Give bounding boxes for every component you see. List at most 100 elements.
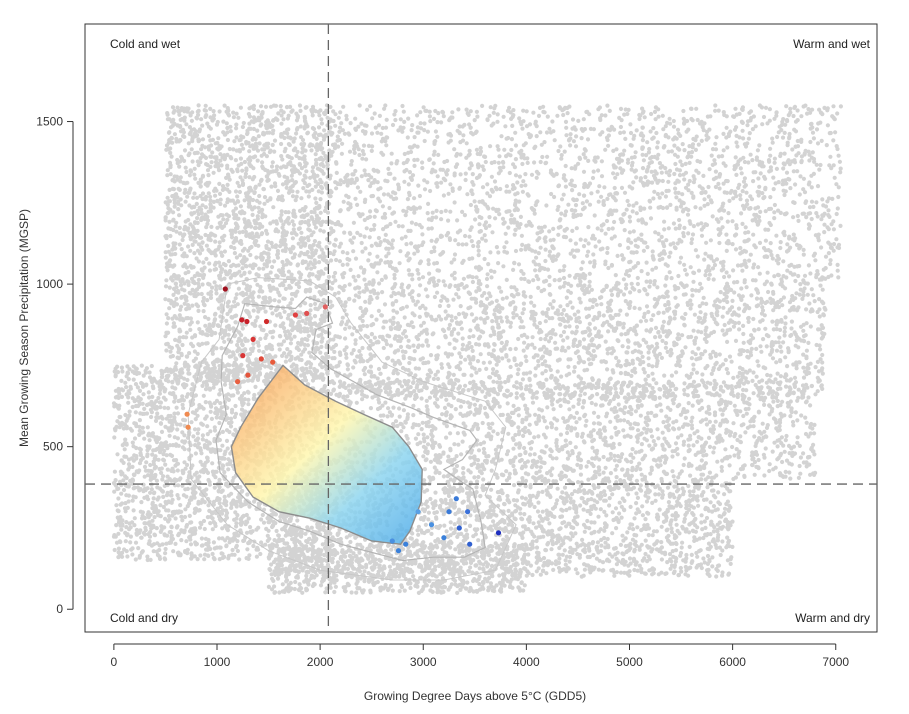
background-point xyxy=(415,113,420,118)
background-point xyxy=(646,411,651,416)
background-point xyxy=(485,284,490,289)
background-point xyxy=(694,106,699,111)
background-point xyxy=(586,241,591,246)
background-point xyxy=(341,104,346,109)
background-point xyxy=(564,133,569,138)
background-point xyxy=(691,194,696,199)
background-point xyxy=(469,373,474,378)
background-point xyxy=(599,334,604,339)
background-point xyxy=(457,124,462,129)
background-point xyxy=(650,180,655,185)
background-point xyxy=(637,116,642,122)
background-point xyxy=(380,136,386,141)
background-point xyxy=(581,193,587,198)
background-point xyxy=(749,333,754,338)
background-point xyxy=(465,344,470,349)
background-point xyxy=(424,313,429,318)
background-point xyxy=(427,280,432,285)
background-point xyxy=(645,271,650,276)
background-point xyxy=(818,347,823,352)
background-point xyxy=(744,198,750,203)
background-point xyxy=(544,130,550,135)
background-point xyxy=(576,401,581,406)
background-point xyxy=(346,131,351,136)
background-point xyxy=(434,208,439,213)
background-point xyxy=(449,318,454,323)
background-point xyxy=(768,153,773,158)
background-point xyxy=(783,355,788,360)
background-point xyxy=(455,218,460,223)
background-point xyxy=(685,393,690,398)
background-point xyxy=(614,156,620,161)
background-point xyxy=(763,366,768,371)
background-point xyxy=(724,232,729,237)
background-point xyxy=(480,103,485,108)
background-point xyxy=(411,413,416,418)
background-point xyxy=(633,341,638,346)
background-point xyxy=(776,273,781,278)
background-point xyxy=(370,144,375,149)
background-point xyxy=(373,382,378,387)
background-point xyxy=(712,303,717,308)
background-point xyxy=(791,169,796,174)
background-point xyxy=(610,226,615,231)
background-point xyxy=(646,309,651,315)
background-point xyxy=(368,406,373,411)
background-point xyxy=(606,143,611,148)
background-point xyxy=(417,205,422,210)
background-point xyxy=(711,475,717,480)
background-point xyxy=(680,163,685,168)
background-point xyxy=(593,244,598,249)
background-point xyxy=(512,202,518,208)
background-point xyxy=(637,289,642,294)
background-point xyxy=(693,205,698,210)
background-point xyxy=(753,170,758,175)
background-point xyxy=(757,379,762,384)
background-point xyxy=(483,394,488,399)
background-point xyxy=(545,114,550,119)
background-point xyxy=(704,137,709,142)
background-point xyxy=(640,166,646,171)
background-point xyxy=(801,104,806,109)
background-point xyxy=(796,336,802,341)
background-point xyxy=(383,232,388,237)
background-point xyxy=(533,249,538,254)
background-point xyxy=(490,319,495,324)
background-point xyxy=(668,250,673,255)
background-point xyxy=(465,192,470,197)
background-point xyxy=(774,110,779,115)
background-point xyxy=(825,123,831,128)
background-point xyxy=(350,332,355,337)
background-point xyxy=(740,221,745,226)
background-point xyxy=(680,142,685,147)
background-point xyxy=(423,306,428,311)
background-point xyxy=(430,434,435,439)
background-point xyxy=(351,249,356,254)
background-point xyxy=(811,171,817,176)
background-point xyxy=(735,263,741,268)
background-point xyxy=(626,301,631,307)
background-point xyxy=(384,342,389,347)
background-point xyxy=(834,211,839,217)
background-point xyxy=(761,196,766,201)
background-point xyxy=(683,267,688,273)
background-point xyxy=(340,250,345,255)
background-point xyxy=(814,200,819,205)
background-point xyxy=(626,345,631,350)
background-point xyxy=(494,245,499,250)
background-point xyxy=(358,316,363,321)
background-point xyxy=(748,194,753,199)
background-point xyxy=(549,473,554,478)
background-point xyxy=(670,454,675,459)
background-point xyxy=(353,338,358,343)
background-point xyxy=(496,147,501,152)
background-point xyxy=(712,262,718,268)
background-point xyxy=(482,256,487,262)
background-point xyxy=(464,155,469,160)
background-point xyxy=(617,321,623,326)
background-point xyxy=(683,161,688,166)
background-point xyxy=(446,326,451,331)
background-point xyxy=(753,206,758,211)
background-point xyxy=(733,338,739,343)
background-point xyxy=(488,425,493,431)
